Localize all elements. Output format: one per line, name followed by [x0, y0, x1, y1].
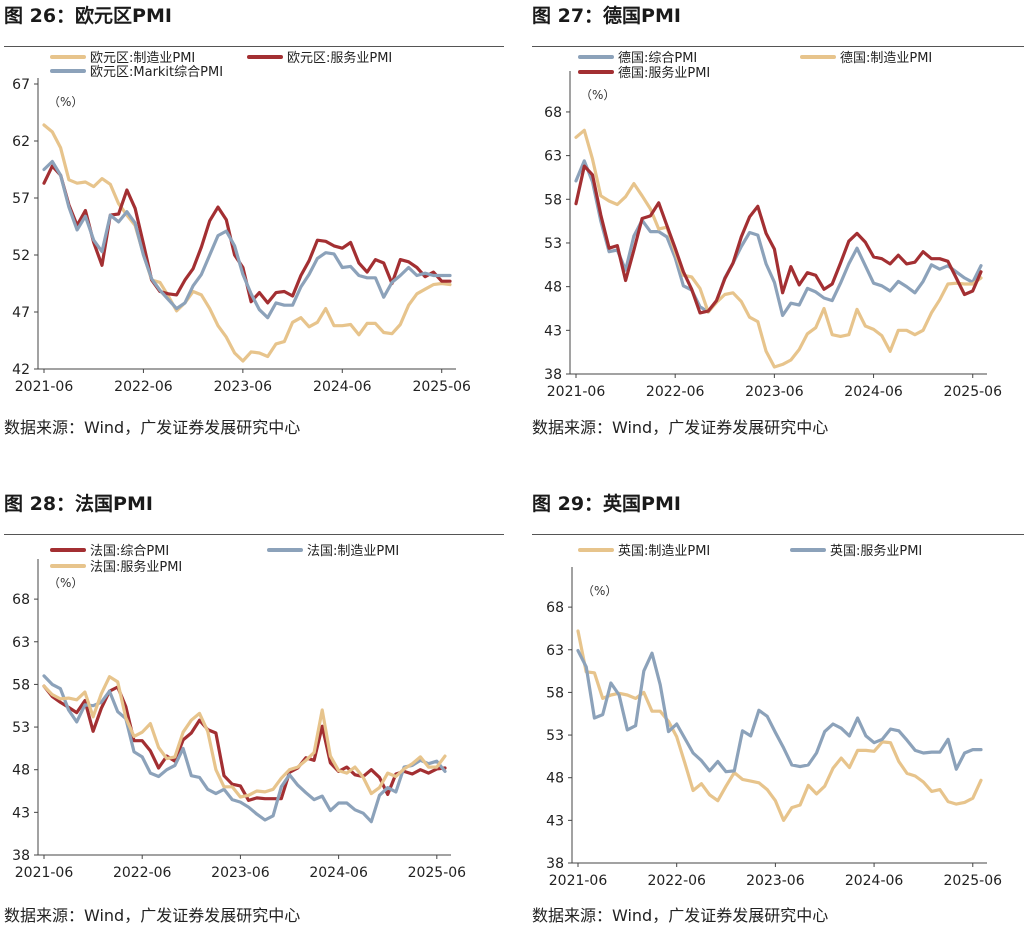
y-tick-label: 42	[12, 362, 30, 378]
series-line-1	[576, 629, 983, 822]
source-note: 数据来源：Wind，广发证券发展研究中心	[532, 906, 829, 925]
y-tick-label: 57	[12, 191, 30, 207]
y-tick-label: 58	[12, 677, 30, 693]
y-tick-label: 53	[544, 236, 562, 252]
unit-label: （%）	[582, 584, 617, 598]
series-line-1	[574, 159, 983, 318]
chart-panel-27: 图 27：德国PMI 38 43 48 53 58 63 68 2021-06 2022-06 2…	[532, 0, 1024, 450]
series-line-2	[574, 128, 983, 369]
x-tick-label: 2021-06	[15, 865, 74, 881]
legend-label: 德国:制造业PMI	[840, 51, 932, 66]
x-tick-label: 2023-06	[214, 379, 273, 395]
series-line-3	[574, 164, 983, 315]
x-tick-label: 2025-06	[943, 384, 1002, 400]
x-tick-label: 2024-06	[313, 379, 372, 395]
chart-svg: 38 43 48 53 58 63 68 2021-06 2022-06 2023-06 2024-…	[12, 544, 467, 881]
x-tick-label: 2025-06	[412, 379, 471, 395]
y-tick-label: 63	[546, 643, 564, 659]
chart-panel-26: 图 26：欧元区PMI 42 47 52 57 62 67 2021-06 2022-06 20…	[4, 0, 504, 450]
x-tick-label: 2022-06	[114, 379, 173, 395]
y-tick-label: 63	[544, 149, 562, 165]
x-tick-label: 2023-06	[211, 865, 270, 881]
chart-svg: 38 43 48 53 58 63 68 2021-06 2022-06 2023-06 2024-…	[546, 543, 1003, 889]
y-tick-label: 67	[12, 77, 30, 93]
figure-title: 图 29：英国PMI	[532, 493, 681, 515]
legend-label: 德国:综合PMI	[618, 51, 697, 66]
unit-label: （%）	[580, 88, 615, 102]
title-rule	[532, 46, 1024, 47]
x-tick-label: 2025-06	[408, 865, 467, 881]
legend-label: 法国:服务业PMI	[90, 559, 182, 575]
series-line-1	[42, 123, 452, 363]
x-tick-label: 2024-06	[844, 384, 903, 400]
legend-label: 英国:服务业PMI	[830, 543, 922, 559]
chart-svg: 38 43 48 53 58 63 68 2021-06 2022-06 2023-06 2024-…	[544, 51, 1002, 400]
x-tick-label: 2021-06	[547, 384, 606, 400]
unit-label: （%）	[48, 576, 83, 590]
x-tick-label: 2021-06	[15, 379, 74, 395]
series-line-2	[42, 674, 447, 824]
y-tick-label: 47	[12, 305, 30, 321]
y-tick-label: 43	[544, 323, 562, 339]
y-tick-label: 38	[544, 367, 562, 383]
x-tick-label: 2025-06	[944, 873, 1003, 889]
y-tick-label: 38	[12, 848, 30, 864]
chart-panel-29: 图 29：英国PMI 38 43 48 53 58 63 68 2021-06 2022-06 2…	[532, 488, 1024, 938]
y-tick-label: 38	[546, 856, 564, 872]
title-rule	[4, 534, 504, 535]
legend-label: 法国:制造业PMI	[307, 544, 399, 559]
source-note: 数据来源：Wind，广发证券发展研究中心	[4, 418, 301, 437]
y-tick-label: 48	[544, 280, 562, 296]
y-tick-label: 43	[546, 813, 564, 829]
x-tick-label: 2022-06	[647, 873, 706, 889]
y-tick-label: 53	[546, 728, 564, 744]
source-note: 数据来源：Wind，广发证券发展研究中心	[532, 418, 829, 437]
y-tick-label: 52	[12, 248, 30, 264]
y-tick-label: 68	[12, 592, 30, 608]
x-tick-label: 2024-06	[309, 865, 368, 881]
legend-label: 英国:制造业PMI	[618, 544, 710, 559]
y-tick-label: 68	[544, 105, 562, 121]
chart-panel-28: 图 28：法国PMI 38 43 48 53 58 63 68 2021-06 2022-06 2…	[4, 488, 504, 938]
series-line-3	[42, 159, 452, 320]
y-tick-label: 43	[12, 805, 30, 821]
x-tick-label: 2024-06	[845, 873, 904, 889]
y-tick-label: 68	[546, 600, 564, 616]
figure-title: 图 26：欧元区PMI	[4, 5, 172, 27]
figure-title: 图 27：德国PMI	[532, 5, 681, 27]
figure-title: 图 28：法国PMI	[4, 493, 153, 515]
y-tick-label: 48	[546, 771, 564, 787]
legend-label: 欧元区:服务业PMI	[287, 50, 392, 66]
y-tick-label: 53	[12, 720, 30, 736]
legend-label: 欧元区:制造业PMI	[90, 51, 195, 66]
series-line-3	[42, 675, 447, 799]
x-tick-label: 2022-06	[113, 865, 172, 881]
legend-label: 欧元区:Markit综合PMI	[90, 65, 223, 80]
x-tick-label: 2022-06	[646, 384, 705, 400]
legend-label: 法国:综合PMI	[90, 544, 169, 559]
title-rule	[4, 46, 504, 47]
source-note: 数据来源：Wind，广发证券发展研究中心	[4, 906, 301, 925]
y-tick-label: 58	[544, 192, 562, 208]
x-tick-label: 2023-06	[746, 873, 805, 889]
series-line-2	[576, 649, 983, 774]
y-tick-label: 58	[546, 685, 564, 701]
x-tick-label: 2021-06	[549, 873, 608, 889]
x-tick-label: 2023-06	[745, 384, 804, 400]
title-rule	[532, 534, 1024, 535]
y-tick-label: 63	[12, 635, 30, 651]
chart-svg: 42 47 52 57 62 67 2021-06 2022-06 2023-06 2024-06…	[12, 50, 471, 395]
legend-label: 德国:服务业PMI	[618, 65, 710, 81]
y-tick-label: 62	[12, 134, 30, 150]
unit-label: （%）	[48, 95, 83, 109]
series-line-1	[42, 684, 447, 802]
y-tick-label: 48	[12, 763, 30, 779]
